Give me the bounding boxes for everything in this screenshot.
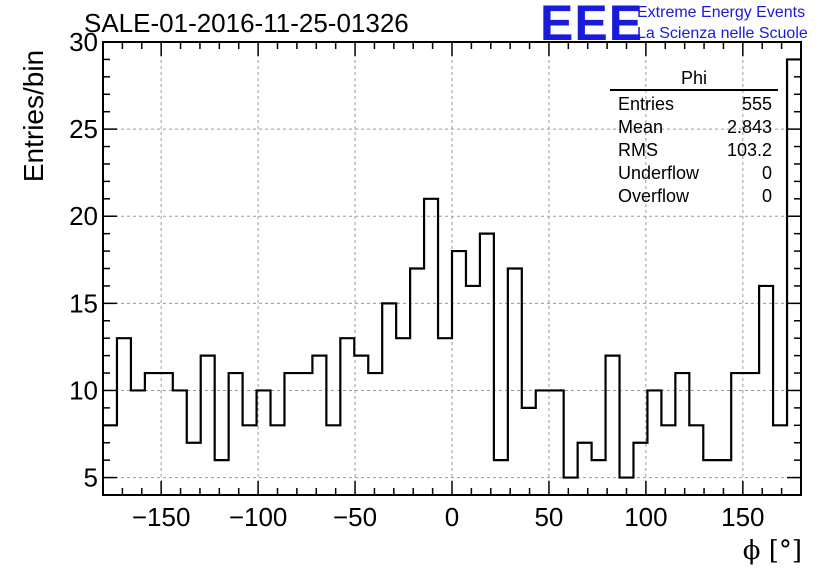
histogram-bin xyxy=(410,269,424,496)
y-tick-label: 10 xyxy=(69,375,98,405)
histogram-bin xyxy=(187,443,201,495)
histogram-bin xyxy=(312,356,326,495)
histogram-bin xyxy=(201,356,215,495)
histogram-bin xyxy=(606,356,620,495)
histogram-bin xyxy=(494,460,508,495)
x-tick-label: −150 xyxy=(132,502,191,532)
histogram-bin xyxy=(787,59,801,495)
histogram-bin xyxy=(173,390,187,495)
stats-row-mean: Mean 2.843 xyxy=(618,117,772,137)
histogram-bin xyxy=(117,338,131,495)
histogram-bin xyxy=(745,373,759,495)
x-tick-label: −50 xyxy=(333,502,377,532)
histogram-bin xyxy=(759,286,773,495)
histogram-bin xyxy=(368,373,382,495)
histogram-bin xyxy=(647,390,661,495)
histogram-bin xyxy=(424,199,438,495)
histogram-bin xyxy=(271,425,285,495)
eee-logo: EEE xyxy=(540,0,644,51)
stats-row-rms: RMS 103.2 xyxy=(618,140,772,160)
histogram-bin xyxy=(354,356,368,495)
histogram-bin xyxy=(284,373,298,495)
histogram-bin xyxy=(438,338,452,495)
y-tick-label: 25 xyxy=(69,114,98,144)
histogram-bin xyxy=(382,303,396,495)
histogram-bin xyxy=(717,460,731,495)
histogram-bin xyxy=(536,390,550,495)
histogram-bin xyxy=(145,373,159,495)
histogram-bin xyxy=(773,425,787,495)
stats-name: Phi xyxy=(610,68,778,91)
histogram-bin xyxy=(326,425,340,495)
x-tick-label: 100 xyxy=(624,502,667,532)
histogram-bin xyxy=(508,269,522,496)
histogram-bin xyxy=(257,390,271,495)
y-tick-label: 5 xyxy=(84,463,98,493)
histogram-bin xyxy=(452,251,466,495)
chart-title: SALE-01-2016-11-25-01326 xyxy=(84,8,409,38)
histogram-bin xyxy=(480,234,494,495)
stats-row-underflow: Underflow 0 xyxy=(618,163,772,183)
histogram-bin xyxy=(466,286,480,495)
y-tick-label: 30 xyxy=(69,27,98,57)
x-tick-label: 50 xyxy=(534,502,563,532)
histogram-bin xyxy=(131,390,145,495)
histogram-bin xyxy=(675,373,689,495)
x-tick-label: −100 xyxy=(229,502,288,532)
histogram-bin xyxy=(578,443,592,495)
logo-subtitle-line1: Extreme Energy Events xyxy=(637,4,806,21)
histogram-bin xyxy=(592,460,606,495)
histogram-bin xyxy=(159,373,173,495)
y-tick-label: 20 xyxy=(69,201,98,231)
histogram-bin xyxy=(731,373,745,495)
histogram-bin xyxy=(703,460,717,495)
x-tick-label: 0 xyxy=(445,502,459,532)
histogram-bin xyxy=(298,373,312,495)
histogram-bin xyxy=(689,425,703,495)
stats-row-entries: Entries 555 xyxy=(618,94,772,114)
histogram-bin xyxy=(243,425,257,495)
y-tick-label: 15 xyxy=(69,288,98,318)
histogram-bin xyxy=(215,460,229,495)
y-axis-label: Entries/bin xyxy=(18,49,49,183)
histogram-bin xyxy=(564,478,578,495)
logo-subtitle-line2: La Scienza nelle Scuole xyxy=(637,25,808,42)
histogram-bin xyxy=(396,338,410,495)
histogram-bin xyxy=(522,408,536,495)
histogram-bin xyxy=(229,373,243,495)
histogram-bin xyxy=(340,338,354,495)
histogram-bin xyxy=(661,425,675,495)
x-tick-label: 150 xyxy=(721,502,764,532)
histogram-bin xyxy=(550,390,564,495)
stats-row-overflow: Overflow 0 xyxy=(618,186,772,206)
x-axis-label: ϕ [°] xyxy=(742,536,802,566)
histogram-outline xyxy=(103,58,801,479)
stats-box: Phi Entries 555 Mean 2.843 RMS 103.2 Underf… xyxy=(610,68,778,208)
